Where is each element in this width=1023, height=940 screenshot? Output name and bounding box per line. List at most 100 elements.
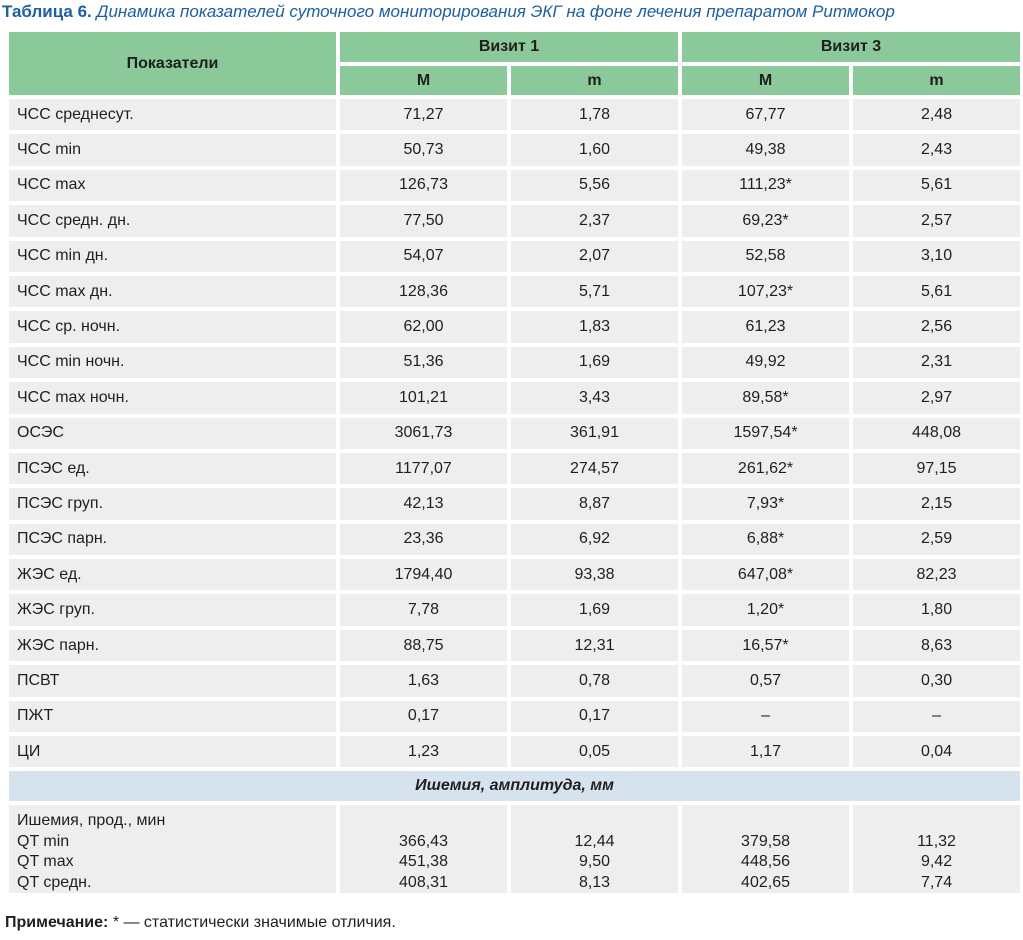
visit3-error-cell: 8,63 (853, 629, 1021, 662)
visit1-error-cell: 5,56 (511, 169, 679, 202)
visit3-mean-cell: 89,58* (682, 382, 850, 414)
header-visit1: Визит 1 (340, 32, 679, 62)
ischemia-value: 451,38 (399, 853, 448, 871)
row-label: ЧСС min (9, 134, 336, 166)
visit3-mean-cell: 0,57 (682, 665, 850, 697)
ischemia-row-label: QT max (17, 853, 74, 871)
visit1-error-cell: 274,57 (511, 452, 679, 485)
ischemia-value (853, 811, 1020, 832)
ischemia-value: 408,31 (399, 873, 448, 891)
visit1-error-cell: 93,38 (511, 559, 679, 591)
visit3-mean-cell: 7,93* (682, 488, 850, 520)
row-label: ЧСС max дн. (9, 275, 336, 308)
visit1-error-cell: 3,43 (511, 382, 679, 414)
note-label: Примечание: (5, 914, 109, 931)
table-row: ЦИ 1,23 0,05 1,17 0,04 (9, 736, 1021, 768)
visit1-error-cell: 8,87 (511, 488, 679, 520)
visit1-mean-cell: 1,23 (340, 736, 507, 768)
visit3-mean-cell: 61,23 (682, 311, 850, 343)
row-label: ЧСС max (9, 169, 336, 202)
table-row-ischemia: Ишемия, прод., мин QT min QT max QT средн. … (9, 805, 1021, 894)
visit3-mean-cell: 16,57* (682, 629, 850, 662)
row-label: ЧСС min дн. (9, 240, 336, 272)
ischemia-value: 379,58 (741, 832, 790, 850)
header-sub-mean: M (682, 66, 850, 95)
visit1-mean-cell: 3061,73 (340, 417, 507, 449)
visit3-error-cell: 2,56 (853, 311, 1021, 343)
visit1-mean-cell: 1,63 (340, 665, 507, 697)
visit3-mean-cell: 69,23* (682, 205, 850, 237)
visit3-mean-cell: 6,88* (682, 523, 850, 556)
row-label: ЧСС max ночн. (9, 382, 336, 414)
table-caption: Таблица 6. Динамика показателей суточног… (2, 2, 895, 22)
visit1-mean-cell: 88,75 (340, 629, 507, 662)
table-row: ПСЭС груп. 42,13 8,87 7,93* 2,15 (9, 488, 1021, 520)
visit3-mean-cell: 67,77 (682, 99, 850, 131)
visit3-error-cell: 82,23 (853, 559, 1021, 591)
ischemia-value (340, 811, 507, 832)
visit3-mean-cell: 1597,54* (682, 417, 850, 449)
ischemia-value: 448,56 (741, 853, 790, 871)
visit3-error-cell: 2,48 (853, 99, 1021, 131)
visit1-mean-cell: 126,73 (340, 169, 507, 202)
visit1-mean-cell: 50,73 (340, 134, 507, 166)
visit3-error-cell: 3,10 (853, 240, 1021, 272)
visit1-mean-cell: 1177,07 (340, 452, 507, 485)
visit3-mean-cell: – (682, 700, 850, 733)
table-row: ПСЭС парн. 23,36 6,92 6,88* 2,59 (9, 523, 1021, 556)
visit3-error-cell: 2,15 (853, 488, 1021, 520)
row-label: ПСЭС парн. (9, 523, 336, 556)
row-label: ПСЭС груп. (9, 488, 336, 520)
header-visit3: Визит 3 (682, 32, 1021, 62)
ischemia-row-label: QT min (17, 832, 70, 850)
ischemia-row-label: QT средн. (17, 873, 92, 891)
visit1-mean-cell: 1794,40 (340, 559, 507, 591)
ischemia-value: 11,32 (917, 832, 956, 850)
row-label: ЖЭС груп. (9, 594, 336, 626)
data-table: Показатели Визит 1 Визит 3 M m M m ЧСС с… (5, 28, 1023, 897)
ischemia-value: 9,50 (578, 853, 611, 871)
visit3-mean-cell: 1,17 (682, 736, 850, 768)
visit3-mean-cell: 49,38 (682, 134, 850, 166)
row-label: ЦИ (9, 736, 336, 768)
visit1-mean-cell: 128,36 (340, 275, 507, 308)
table-row: ЧСС среднесут. 71,27 1,78 67,77 2,48 (9, 99, 1021, 131)
visit1-error-cell: 2,37 (511, 205, 679, 237)
row-label: ЖЭС ед. (9, 559, 336, 591)
visit3-mean-cell: 111,23* (682, 169, 850, 202)
ischemia-value: 9,42 (920, 853, 953, 871)
visit1-mean-cell: 0,17 (340, 700, 507, 733)
visit1-mean-cell: 77,50 (340, 205, 507, 237)
row-label: ПЖТ (9, 700, 336, 733)
visit1-mean-cell: 51,36 (340, 346, 507, 379)
visit1-error-cell: 6,92 (511, 523, 679, 556)
header-sub-error: m (853, 66, 1021, 95)
table-row: ЧСС средн. дн. 77,50 2,37 69,23* 2,57 (9, 205, 1021, 237)
table-row: ЧСС max ночн. 101,21 3,43 89,58* 2,97 (9, 382, 1021, 414)
table-row: ЖЭС груп. 7,78 1,69 1,20* 1,80 (9, 594, 1021, 626)
visit3-mean-cell: 647,08* (682, 559, 850, 591)
header-sub-error: m (511, 66, 679, 95)
table-row: ПСЭС ед. 1177,07 274,57 261,62* 97,15 (9, 452, 1021, 485)
table-row: ОСЭС 3061,73 361,91 1597,54* 448,08 (9, 417, 1021, 449)
visit3-error-cell: 5,61 (853, 275, 1021, 308)
section-row: Ишемия, амплитуда, мм (9, 771, 1021, 802)
visit3-mean-cell: 261,62* (682, 452, 850, 485)
table-row: ЧСС max 126,73 5,56 111,23* 5,61 (9, 169, 1021, 202)
visit1-mean-cell: 42,13 (340, 488, 507, 520)
visit3-error-cell: 2,31 (853, 346, 1021, 379)
visit1-error-cell: 5,71 (511, 275, 679, 308)
ischemia-visit1-mean-cell: 366,43 451,38 408,31 (340, 805, 507, 894)
row-label: ЧСС min ночн. (9, 346, 336, 379)
row-label: ЖЭС парн. (9, 629, 336, 662)
table-row: ЧСС min дн. 54,07 2,07 52,58 3,10 (9, 240, 1021, 272)
table-row: ПЖТ 0,17 0,17– – (9, 700, 1021, 733)
ischemia-value (682, 811, 849, 832)
visit3-error-cell: 448,08 (853, 417, 1021, 449)
row-label: ЧСС средн. дн. (9, 205, 336, 237)
ischemia-row-label: Ишемия, прод., мин (17, 812, 166, 830)
row-label: ЧСС среднесут. (9, 99, 336, 131)
visit1-mean-cell: 23,36 (340, 523, 507, 556)
visit1-mean-cell: 101,21 (340, 382, 507, 414)
visit1-error-cell: 361,91 (511, 417, 679, 449)
